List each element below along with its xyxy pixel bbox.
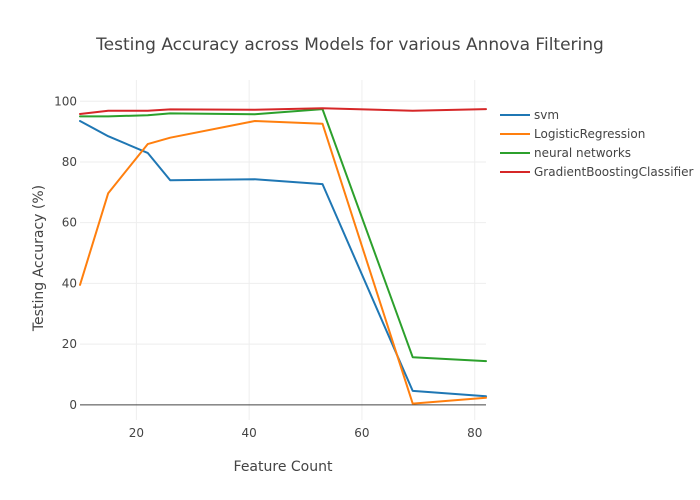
y-tick-label: 80 [62,155,77,169]
grid [80,80,486,420]
y-tick-label: 20 [62,337,77,351]
x-tick-label: 20 [129,426,144,440]
y-tick-label: 0 [69,398,77,412]
legend-item-label[interactable]: GradientBoostingClassifier [534,165,694,179]
legend-item-label[interactable]: neural networks [534,146,631,160]
y-axis-ticks: 0 20 40 60 80 100 [54,94,77,412]
chart-title: Testing Accuracy across Models for vario… [95,35,604,55]
y-tick-label: 40 [62,276,77,290]
legend-item-label[interactable]: svm [534,108,559,122]
series-line-2[interactable] [79,108,487,363]
y-tick-label: 60 [62,216,77,230]
plot-area [79,107,487,405]
y-axis-title: Testing Accuracy (%) [31,185,47,332]
x-tick-label: 40 [242,426,257,440]
series-line-1[interactable] [79,120,487,405]
x-tick-label: 60 [354,426,369,440]
x-axis-title: Feature Count [234,459,333,475]
series-line-3[interactable] [79,107,487,115]
legend[interactable]: svm LogisticRegression neural networks Grad… [500,108,694,179]
legend-item-label[interactable]: LogisticRegression [534,127,645,141]
x-axis-ticks: 20 40 60 80 [129,426,483,440]
y-tick-label: 100 [54,94,77,108]
x-tick-label: 80 [467,426,482,440]
